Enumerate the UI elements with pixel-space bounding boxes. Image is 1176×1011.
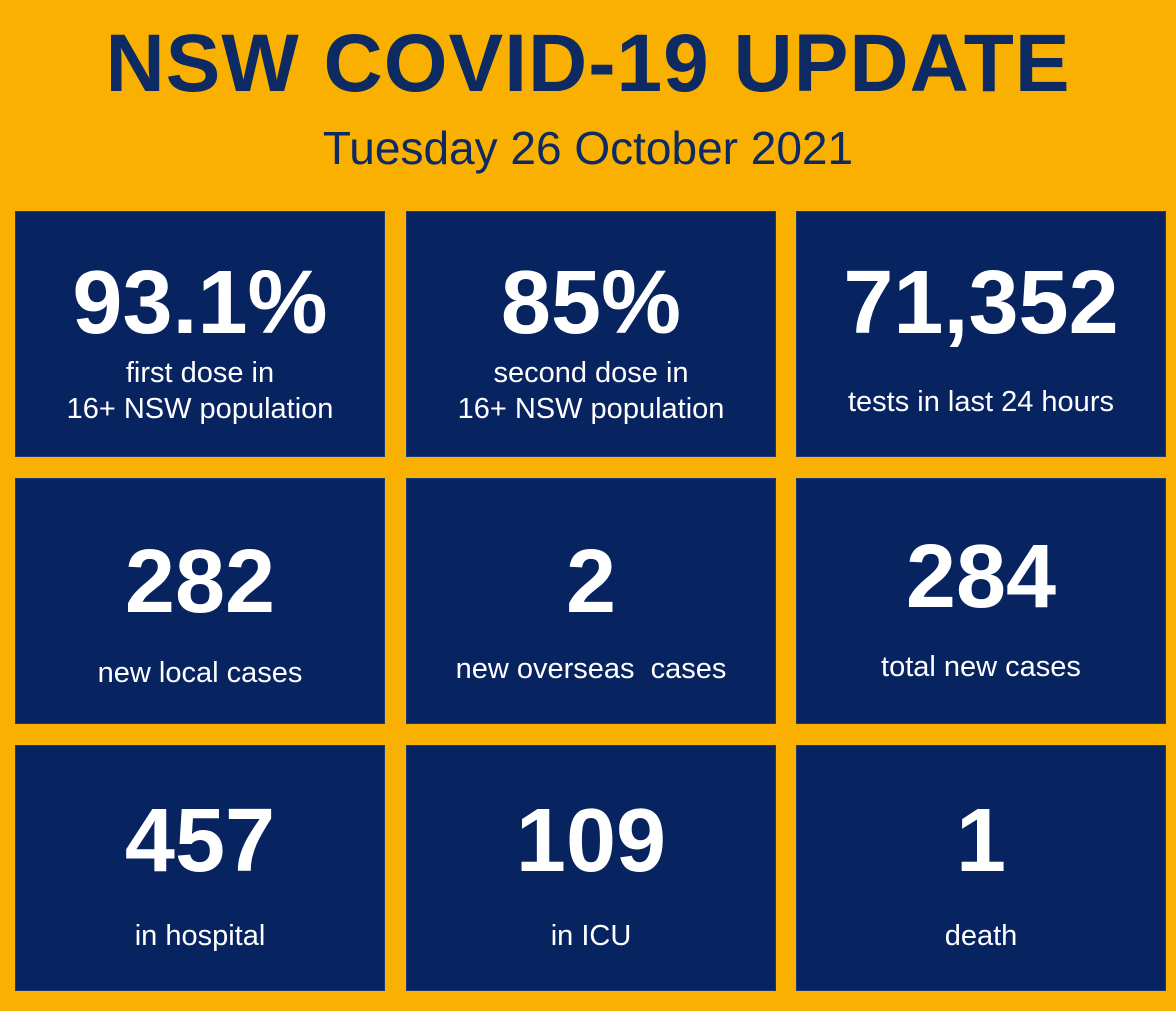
page-title: NSW COVID-19 UPDATE [105, 18, 1071, 109]
local-cases-label: new local cases [97, 657, 303, 689]
stat-card-tests: 71,352 tests in last 24 hours [796, 211, 1166, 457]
second-dose-label-line-1: second dose in [493, 357, 689, 389]
second-dose-label: second dose in 16+ NSW population [407, 355, 775, 427]
stat-card-deaths: 1 death [796, 745, 1166, 991]
deaths-label: death [944, 920, 1018, 952]
update-date: Tuesday 26 October 2021 [322, 122, 854, 174]
stat-card-total-cases: 284 total new cases [796, 478, 1166, 724]
overseas-cases-value: 2 [565, 532, 617, 632]
first-dose-value: 93.1% [72, 253, 328, 353]
first-dose-label: first dose in 16+ NSW population [16, 355, 384, 427]
overseas-cases-label: new overseas cases [455, 653, 727, 685]
stat-card-first-dose: 93.1% first dose in 16+ NSW population [15, 211, 385, 457]
icu-label: in ICU [550, 920, 632, 952]
second-dose-label-line-2: 16+ NSW population [457, 393, 725, 425]
tests-value: 71,352 [843, 253, 1119, 353]
deaths-value: 1 [955, 791, 1007, 891]
stat-card-overseas-cases: 2 new overseas cases [406, 478, 776, 724]
second-dose-value: 85% [500, 253, 682, 353]
icu-value: 109 [515, 791, 667, 891]
hospital-label: in hospital [134, 920, 266, 952]
hospital-value: 457 [124, 791, 276, 891]
stat-card-second-dose: 85% second dose in 16+ NSW population [406, 211, 776, 457]
first-dose-label-line-2: 16+ NSW population [66, 393, 334, 425]
total-cases-label: total new cases [881, 651, 1081, 683]
stat-card-hospital: 457 in hospital [15, 745, 385, 991]
local-cases-value: 282 [124, 532, 276, 632]
tests-label: tests in last 24 hours [848, 386, 1114, 418]
stat-card-icu: 109 in ICU [406, 745, 776, 991]
total-cases-value: 284 [905, 527, 1057, 627]
stat-card-local-cases: 282 new local cases [15, 478, 385, 724]
first-dose-label-line-1: first dose in [125, 357, 275, 389]
